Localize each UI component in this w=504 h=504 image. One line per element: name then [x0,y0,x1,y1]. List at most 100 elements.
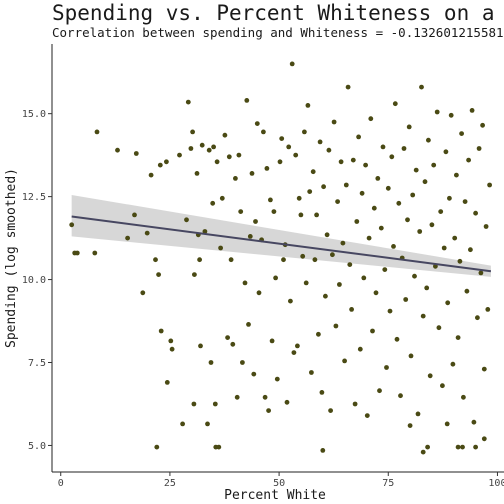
data-point [74,250,80,256]
y-axis-label: Spending (log smoothed) [4,168,19,348]
data-point [445,300,451,306]
data-point [168,338,174,344]
data-point [363,162,368,168]
data-point [343,182,349,188]
data-point [377,388,382,394]
data-point [398,393,403,399]
data-point [426,137,431,143]
data-point [347,262,353,267]
data-point [323,293,328,299]
data-point [462,199,468,205]
data-point [307,189,313,195]
data-point [385,185,391,191]
data-point [340,240,346,246]
data-point [240,360,245,365]
y-axis-ticks: 5.0 7.5 10.0 12.5 15.0 [22,109,52,452]
data-point [407,423,413,428]
data-point [213,444,219,450]
trend-line [71,215,492,273]
data-point [403,297,409,302]
data-point [361,275,367,281]
data-point [468,247,473,253]
data-point [401,146,407,151]
x-axis-ticks: 0 25 50 75 100 [58,472,504,489]
data-point [133,151,139,156]
data-point [316,331,321,337]
data-point [211,144,217,150]
data-point [286,144,292,150]
data-point [206,147,212,153]
data-point [144,230,150,236]
data-point [485,307,491,312]
data-point [164,159,169,165]
data-point [148,172,154,178]
data-point [218,245,224,251]
data-point [293,152,299,158]
data-point [473,210,478,216]
data-point [389,154,395,160]
x-axis-label: Percent White [224,488,326,503]
data-point [480,122,485,128]
data-point [391,244,396,249]
data-point [422,179,428,185]
x-tick-label: 25 [164,478,176,489]
data-point [478,270,484,276]
data-point [253,219,258,224]
data-point [443,149,449,155]
data-point [210,200,216,206]
data-point [330,252,335,258]
data-point [333,323,339,329]
data-point [464,288,470,294]
data-point [310,169,316,175]
data-point [350,157,356,163]
data-point [380,144,386,150]
data-point [366,235,372,241]
data-point [156,272,162,277]
data-point [305,103,311,108]
data-point [69,222,75,228]
data-point [382,267,388,272]
data-point [219,195,225,201]
data-point [214,159,220,165]
data-point [190,129,196,135]
data-point [281,257,286,263]
data-point [357,346,363,352]
data-point [242,280,248,286]
data-point [352,401,358,407]
data-point [230,341,236,347]
data-point [475,315,480,321]
data-point [408,353,414,359]
data-point [246,322,251,327]
data-point [202,229,208,234]
data-point [92,250,98,256]
data-point [319,390,325,395]
data-point [314,212,319,218]
data-point [194,171,200,176]
data-point [191,401,197,407]
data-point [268,197,273,203]
data-point [164,380,170,385]
data-point [274,376,280,382]
data-point [476,146,482,151]
data-point [238,209,244,215]
data-point [471,419,477,425]
data-point [417,229,423,234]
data-point [337,282,342,287]
data-point [177,152,182,158]
data-point [247,234,253,239]
data-point [481,366,487,372]
y-tick-label: 5.0 [28,441,46,452]
data-point [288,298,293,304]
data-point [412,273,417,279]
data-point [342,358,347,364]
data-point [387,308,393,314]
data-point [158,328,164,334]
data-point [184,217,189,223]
data-point [394,336,400,342]
data-point [185,99,191,105]
data-point [459,131,464,137]
data-point [115,147,120,153]
data-point [324,232,330,238]
data-point [424,285,430,291]
